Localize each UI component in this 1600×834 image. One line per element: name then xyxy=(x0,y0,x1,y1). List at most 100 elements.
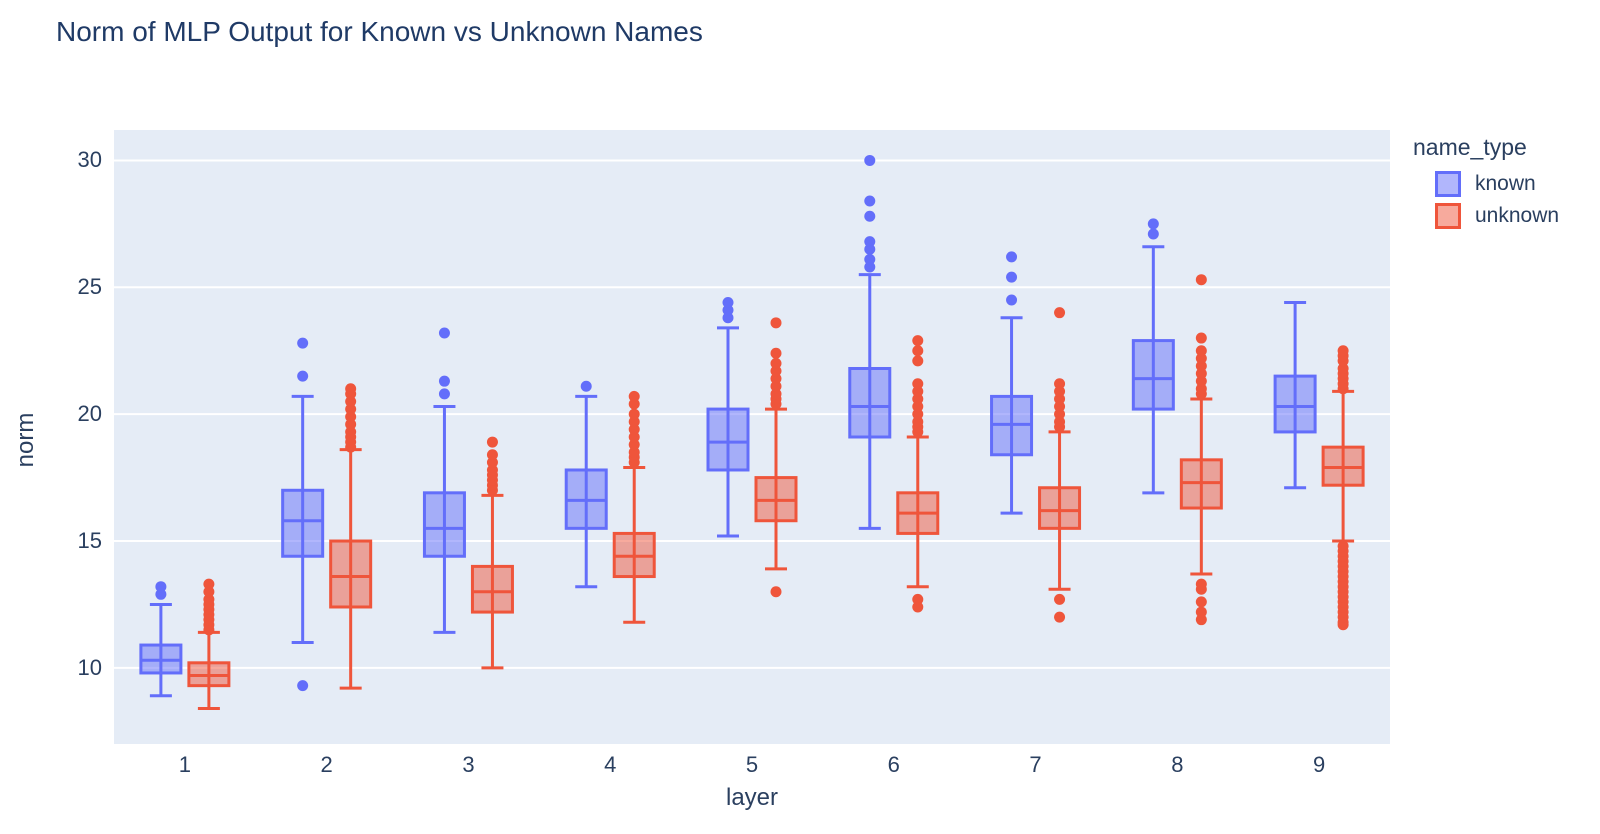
outlier-point xyxy=(770,347,782,359)
outlier-point xyxy=(1195,614,1207,626)
box-known-layer-7[interactable] xyxy=(990,251,1034,515)
y-tick-label: 30 xyxy=(77,147,102,173)
box-unknown-layer-9[interactable] xyxy=(1321,345,1365,631)
outlier-point xyxy=(297,337,309,349)
outlier-point xyxy=(297,370,309,382)
legend-item-known[interactable]: known xyxy=(1413,171,1559,197)
x-tick-label: 2 xyxy=(320,752,333,777)
box-known-layer-6[interactable] xyxy=(848,154,892,530)
outlier-point xyxy=(628,439,640,451)
outlier-point xyxy=(203,586,215,598)
outlier-point xyxy=(722,312,734,324)
outlier-point xyxy=(722,297,734,309)
box-known-layer-5[interactable] xyxy=(706,297,750,538)
box-known-layer-9[interactable] xyxy=(1273,301,1317,490)
outlier-point xyxy=(770,586,782,598)
outlier-point xyxy=(345,418,357,430)
x-tick-label: 8 xyxy=(1171,752,1184,777)
outlier-point xyxy=(1006,251,1018,263)
box-unknown-layer-2[interactable] xyxy=(329,383,373,690)
box-rect xyxy=(848,366,892,439)
outlier-point xyxy=(438,388,450,400)
outlier-point xyxy=(1337,362,1349,374)
outlier-point xyxy=(628,423,640,435)
outlier-point xyxy=(912,378,924,390)
unknown-swatch-icon xyxy=(1435,203,1461,229)
x-axis-title: layer xyxy=(725,784,779,811)
outlier-point xyxy=(1054,378,1066,390)
box-unknown-layer-3[interactable] xyxy=(470,436,514,670)
x-tick-label: 9 xyxy=(1312,752,1326,777)
plot-area[interactable] xyxy=(114,130,1390,744)
outlier-point xyxy=(345,403,357,415)
box-unknown-layer-4[interactable] xyxy=(612,390,656,624)
outlier-point xyxy=(912,385,924,397)
outlier-point xyxy=(1054,393,1066,405)
outlier-point xyxy=(203,593,215,605)
outlier-point xyxy=(912,601,924,613)
box-rect xyxy=(1038,486,1082,530)
outlier-point xyxy=(155,588,167,600)
box-unknown-layer-1[interactable] xyxy=(187,578,231,710)
x-tick-label: 3 xyxy=(462,752,475,777)
outlier-point xyxy=(912,345,924,357)
outlier-point xyxy=(580,380,592,392)
box-rect xyxy=(329,539,373,609)
outlier-point xyxy=(297,680,309,692)
outlier-point xyxy=(864,236,876,248)
legend-item-label: unknown xyxy=(1475,204,1560,227)
x-tick-label: 1 xyxy=(178,752,191,777)
outlier-point xyxy=(628,398,640,410)
outlier-point xyxy=(203,578,215,590)
outlier-point xyxy=(770,373,782,385)
outlier-point xyxy=(864,253,876,265)
outlier-point xyxy=(1006,294,1018,306)
box-rect xyxy=(422,491,466,558)
outlier-point xyxy=(486,436,498,448)
outlier-point xyxy=(486,449,498,461)
outlier-point xyxy=(1054,416,1066,428)
outlier-point xyxy=(1054,307,1066,319)
outlier-point xyxy=(722,304,734,316)
outlier-point xyxy=(864,261,876,273)
outlier-point xyxy=(486,464,498,476)
box-rect xyxy=(1131,339,1175,411)
outlier-point xyxy=(770,388,782,400)
box-known-layer-8[interactable] xyxy=(1131,218,1175,495)
plot-background[interactable] xyxy=(114,130,1390,744)
outlier-point xyxy=(345,411,357,423)
outlier-point xyxy=(345,395,357,407)
box-known-layer-2[interactable] xyxy=(281,337,325,692)
outlier-point xyxy=(438,327,450,339)
outlier-point xyxy=(1054,611,1066,623)
outlier-point xyxy=(628,446,640,458)
outlier-point xyxy=(1195,578,1207,590)
x-tick-label: 6 xyxy=(887,752,900,777)
box-unknown-layer-7[interactable] xyxy=(1038,307,1082,623)
box-known-layer-1[interactable] xyxy=(139,581,183,698)
outlier-point xyxy=(770,357,782,369)
outlier-point xyxy=(155,581,167,593)
box-unknown-layer-8[interactable] xyxy=(1179,274,1223,626)
box-unknown-layer-6[interactable] xyxy=(896,335,940,613)
outlier-point xyxy=(912,408,924,420)
box-unknown-layer-5[interactable] xyxy=(754,317,798,598)
y-tick-label: 20 xyxy=(77,401,102,427)
outlier-point xyxy=(912,355,924,367)
outlier-point xyxy=(1337,540,1349,552)
outlier-point xyxy=(628,408,640,420)
y-tick-label: 25 xyxy=(77,274,102,300)
x-tick-label: 4 xyxy=(604,752,617,777)
outlier-point xyxy=(1195,596,1207,608)
box-known-layer-4[interactable] xyxy=(564,380,608,589)
legend-item-unknown[interactable]: unknown xyxy=(1413,203,1559,229)
outlier-point xyxy=(438,375,450,387)
outlier-point xyxy=(770,317,782,329)
box-known-layer-3[interactable] xyxy=(422,327,466,634)
y-tick-label: 10 xyxy=(77,654,102,680)
x-tick-label: 5 xyxy=(745,752,759,777)
outlier-point xyxy=(1054,408,1066,420)
outlier-point xyxy=(864,210,876,222)
known-swatch-icon xyxy=(1435,171,1461,197)
